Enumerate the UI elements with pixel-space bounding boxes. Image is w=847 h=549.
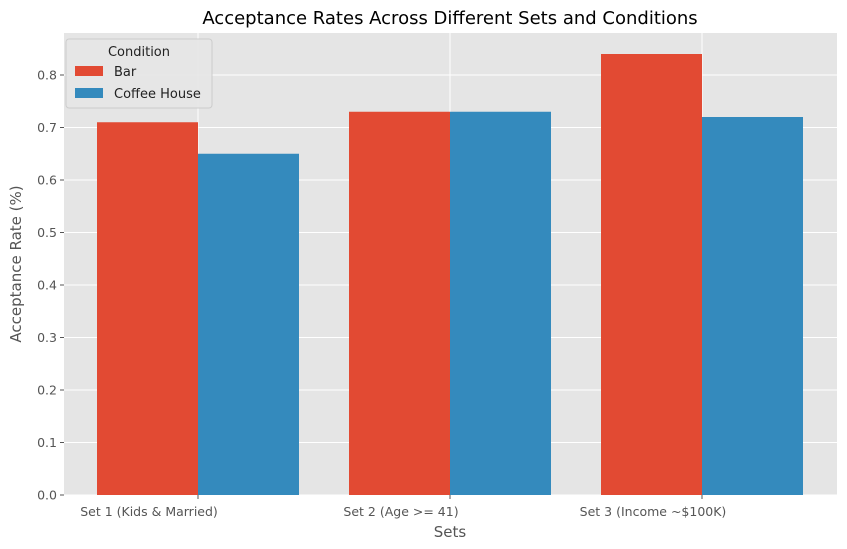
x-axis-label: Sets: [434, 523, 467, 541]
chart-title: Acceptance Rates Across Different Sets a…: [202, 8, 697, 29]
y-tick-label: 0.1: [37, 435, 57, 450]
x-tick-label: Set 1 (Kids & Married): [80, 504, 218, 519]
x-axis-ticks: Set 1 (Kids & Married) Set 2 (Age >= 41) S…: [80, 495, 726, 519]
bar-bar-1: [97, 122, 198, 495]
y-tick-label: 0.3: [37, 330, 57, 345]
legend-swatch-bar: [75, 66, 103, 76]
legend-swatch-coffee-house: [75, 88, 103, 98]
legend-title: Condition: [108, 45, 170, 60]
y-tick-label: 0.6: [37, 173, 57, 188]
y-tick-label: 0.2: [37, 383, 57, 398]
x-tick-label: Set 2 (Age >= 41): [343, 504, 458, 519]
y-tick-label: 0.5: [37, 225, 57, 240]
y-tick-label: 0.0: [37, 488, 57, 503]
bars: [97, 54, 803, 495]
bar-bar-2: [349, 111, 450, 495]
bar-coffee-house-1: [198, 153, 299, 495]
y-axis-label: Acceptance Rate (%): [7, 185, 25, 342]
bar-bar-3: [601, 54, 702, 495]
y-tick-label: 0.8: [37, 68, 57, 83]
y-axis-ticks: 0.0 0.1 0.2 0.3 0.4 0.5 0.6 0.7 0.8: [37, 68, 64, 503]
legend: Condition Bar Coffee House: [65, 38, 213, 109]
y-tick-label: 0.4: [37, 278, 57, 293]
legend-label: Bar: [114, 65, 137, 80]
x-tick-label: Set 3 (Income ~$100K): [580, 504, 727, 519]
y-tick-label: 0.7: [37, 120, 57, 135]
legend-label: Coffee House: [114, 87, 201, 102]
bar-coffee-house-2: [450, 111, 551, 495]
bar-coffee-house-3: [702, 117, 803, 495]
